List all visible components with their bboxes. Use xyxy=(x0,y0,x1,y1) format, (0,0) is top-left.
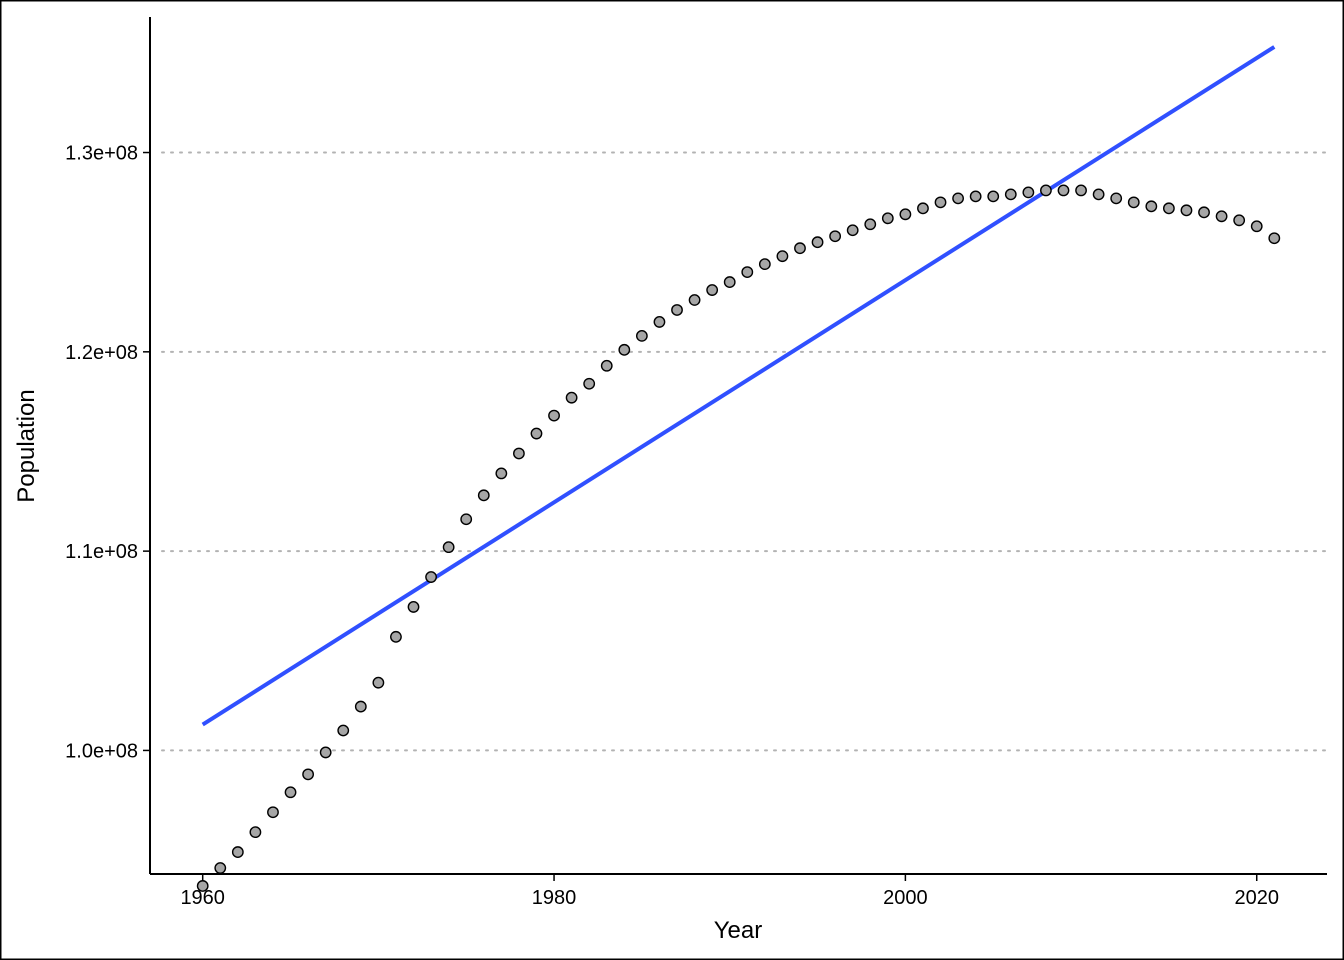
data-point xyxy=(741,266,754,279)
data-point xyxy=(776,250,789,263)
data-point xyxy=(1040,184,1052,197)
data-point xyxy=(635,329,648,342)
data-point xyxy=(952,192,964,205)
y-tick-label: 1.0e+08 xyxy=(65,740,138,762)
x-tick-label: 2000 xyxy=(883,887,928,909)
y-tick-label: 1.3e+08 xyxy=(65,143,138,165)
data-point xyxy=(1180,204,1193,217)
data-point xyxy=(688,294,701,306)
data-point xyxy=(1004,188,1017,201)
data-point xyxy=(354,700,367,713)
data-point xyxy=(811,236,824,249)
data-point xyxy=(969,190,982,203)
data-point xyxy=(864,218,877,231)
y-tick-label: 1.1e+08 xyxy=(65,541,138,563)
data-point xyxy=(583,377,596,390)
x-tick-label: 1960 xyxy=(180,887,225,909)
data-point xyxy=(600,359,613,372)
data-point xyxy=(425,571,437,583)
data-point xyxy=(267,806,279,819)
data-point xyxy=(794,242,806,255)
data-point xyxy=(530,427,543,440)
x-tick-label: 1980 xyxy=(532,887,577,909)
data-point xyxy=(723,276,736,288)
data-point xyxy=(1110,192,1123,205)
data-point xyxy=(1092,188,1105,201)
x-tick-label: 2020 xyxy=(1234,887,1279,909)
data-point xyxy=(495,467,508,480)
data-point xyxy=(671,304,683,316)
data-point xyxy=(1198,206,1210,219)
data-point xyxy=(846,224,859,237)
data-point xyxy=(706,284,719,296)
data-point xyxy=(1215,210,1228,223)
data-point xyxy=(1075,184,1087,197)
data-point xyxy=(987,190,1000,203)
ticks: 1.0e+08 1.1e+08 1.2e+08 1.3e+08 1960 1980 2000… xyxy=(65,143,1279,909)
data-point xyxy=(1250,220,1263,233)
data-point xyxy=(653,316,666,328)
data-point xyxy=(372,676,385,689)
linear-fit-line xyxy=(201,45,1276,727)
data-point xyxy=(477,489,490,502)
data-point xyxy=(1268,232,1281,245)
data-point xyxy=(1233,214,1246,227)
data-point xyxy=(460,513,473,526)
data-point xyxy=(302,768,315,781)
data-point xyxy=(1057,184,1070,197)
data-point xyxy=(513,447,525,460)
data-point xyxy=(829,230,842,243)
data-point xyxy=(934,196,947,209)
data-point xyxy=(442,541,455,554)
data-point xyxy=(1022,186,1035,199)
x-axis-title: Year xyxy=(714,917,763,944)
gridlines xyxy=(161,151,1328,752)
axes xyxy=(149,17,1327,875)
data-point xyxy=(1145,200,1158,213)
data-point xyxy=(390,630,402,643)
data-point xyxy=(758,258,771,271)
data-point xyxy=(548,409,560,422)
y-axis-title: Population xyxy=(13,389,40,502)
data-point xyxy=(231,846,244,858)
data-point xyxy=(565,391,578,404)
y-tick-label: 1.2e+08 xyxy=(65,342,138,364)
trend-line-layer xyxy=(201,45,1276,727)
data-point xyxy=(1162,202,1175,215)
data-point xyxy=(284,786,297,799)
data-point xyxy=(1127,196,1140,209)
data-point xyxy=(337,724,350,737)
data-point xyxy=(249,826,262,839)
data-point xyxy=(407,601,420,613)
data-point xyxy=(881,212,894,225)
data-point xyxy=(917,202,929,215)
data-points xyxy=(196,184,1281,892)
data-point xyxy=(618,343,631,356)
data-point xyxy=(214,862,227,874)
data-point xyxy=(899,208,912,221)
data-point xyxy=(319,746,332,759)
